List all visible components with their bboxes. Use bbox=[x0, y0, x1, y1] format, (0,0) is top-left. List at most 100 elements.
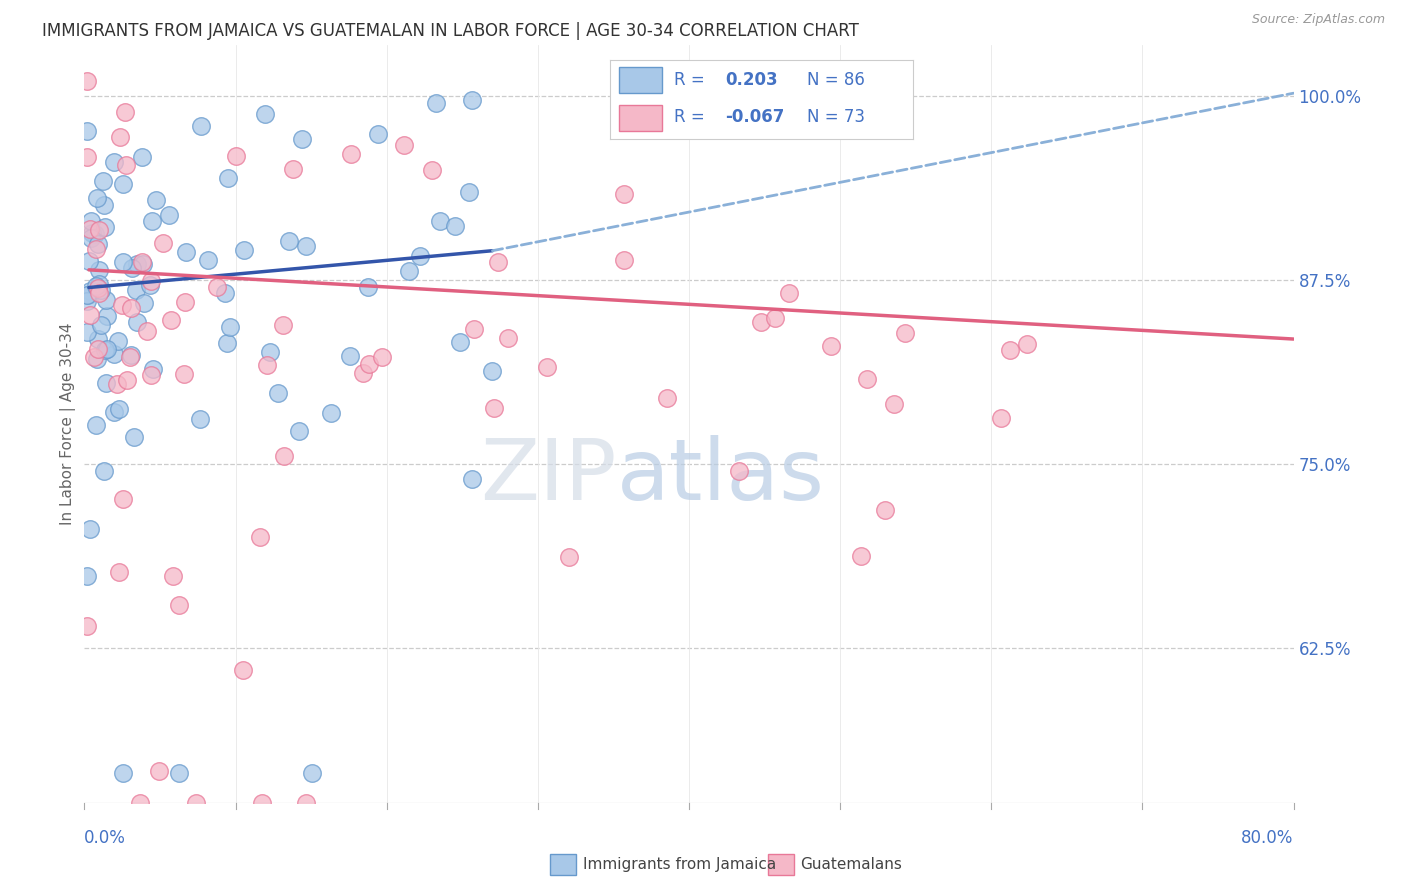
Point bbox=[117, 373, 139, 387]
Point bbox=[90, 283, 112, 297]
Point bbox=[249, 530, 271, 544]
Point bbox=[108, 401, 131, 416]
Point bbox=[160, 313, 183, 327]
Point bbox=[87, 277, 110, 292]
Point bbox=[86, 417, 108, 432]
Point bbox=[152, 236, 174, 251]
Point bbox=[449, 334, 471, 349]
Point bbox=[148, 764, 170, 778]
Point bbox=[90, 318, 112, 332]
Point bbox=[111, 298, 134, 312]
Point bbox=[281, 162, 304, 177]
Point bbox=[301, 766, 323, 780]
Point bbox=[219, 319, 242, 334]
Point bbox=[80, 231, 103, 245]
Point bbox=[461, 472, 484, 486]
Point bbox=[112, 177, 135, 191]
Point bbox=[139, 368, 162, 382]
Point bbox=[136, 324, 159, 338]
Point bbox=[883, 397, 905, 411]
Point bbox=[232, 663, 254, 677]
Point bbox=[79, 285, 101, 299]
Point bbox=[856, 372, 879, 386]
Point bbox=[496, 331, 519, 345]
Point bbox=[398, 263, 420, 277]
Point bbox=[132, 257, 155, 271]
Point bbox=[188, 411, 211, 425]
Point bbox=[486, 255, 509, 269]
Point bbox=[76, 124, 98, 138]
Point bbox=[76, 74, 98, 88]
Point bbox=[132, 295, 155, 310]
Point bbox=[89, 286, 111, 301]
Text: atlas: atlas bbox=[616, 435, 824, 518]
Point bbox=[259, 344, 281, 359]
Point bbox=[457, 186, 479, 200]
Point bbox=[339, 349, 361, 363]
Point bbox=[749, 315, 772, 329]
Point bbox=[89, 262, 111, 277]
Point bbox=[86, 352, 108, 367]
Point bbox=[420, 162, 443, 177]
Point bbox=[145, 193, 167, 207]
Point bbox=[173, 294, 195, 309]
Point bbox=[184, 796, 207, 810]
Point bbox=[107, 334, 129, 348]
Point bbox=[197, 252, 219, 267]
Point bbox=[142, 361, 165, 376]
Point bbox=[83, 350, 105, 364]
Point bbox=[444, 219, 467, 234]
Point bbox=[96, 309, 118, 323]
FancyBboxPatch shape bbox=[550, 854, 576, 875]
FancyBboxPatch shape bbox=[768, 854, 794, 875]
Point bbox=[875, 503, 897, 517]
Text: 80.0%: 80.0% bbox=[1241, 830, 1294, 847]
Point bbox=[167, 599, 190, 613]
Point bbox=[162, 569, 184, 583]
Point bbox=[125, 315, 148, 329]
Point bbox=[86, 242, 108, 256]
Point bbox=[87, 223, 110, 237]
Point bbox=[76, 619, 98, 633]
Point bbox=[253, 107, 276, 121]
Point bbox=[111, 255, 134, 269]
Point bbox=[83, 227, 105, 242]
Point bbox=[266, 386, 288, 401]
Point bbox=[96, 343, 118, 357]
Point bbox=[425, 95, 447, 110]
Y-axis label: In Labor Force | Age 30-34: In Labor Force | Age 30-34 bbox=[60, 322, 76, 525]
Point bbox=[271, 318, 294, 333]
Point bbox=[169, 766, 191, 780]
Point bbox=[115, 157, 138, 171]
Point bbox=[159, 208, 181, 222]
Point bbox=[256, 358, 278, 372]
Point bbox=[357, 357, 380, 371]
Point bbox=[409, 249, 432, 263]
Point bbox=[176, 245, 198, 260]
Point bbox=[367, 128, 389, 142]
Point bbox=[998, 343, 1021, 358]
Point bbox=[120, 348, 142, 362]
Point bbox=[139, 274, 162, 288]
Point bbox=[94, 343, 117, 357]
Point bbox=[122, 429, 145, 443]
Point bbox=[558, 549, 581, 564]
Point bbox=[96, 376, 118, 390]
Point bbox=[77, 253, 100, 268]
Point bbox=[319, 407, 342, 421]
Point bbox=[727, 464, 749, 478]
Point bbox=[613, 253, 636, 268]
Point bbox=[108, 565, 131, 579]
Text: Source: ZipAtlas.com: Source: ZipAtlas.com bbox=[1251, 13, 1385, 27]
Point bbox=[131, 254, 153, 268]
Point bbox=[357, 280, 380, 294]
Point bbox=[103, 405, 125, 419]
Point bbox=[103, 347, 125, 361]
Point bbox=[94, 293, 117, 307]
Point bbox=[80, 226, 103, 240]
Point bbox=[127, 257, 149, 271]
Point bbox=[217, 170, 239, 185]
Point bbox=[429, 214, 451, 228]
Point bbox=[613, 187, 636, 202]
Point bbox=[1017, 336, 1039, 351]
